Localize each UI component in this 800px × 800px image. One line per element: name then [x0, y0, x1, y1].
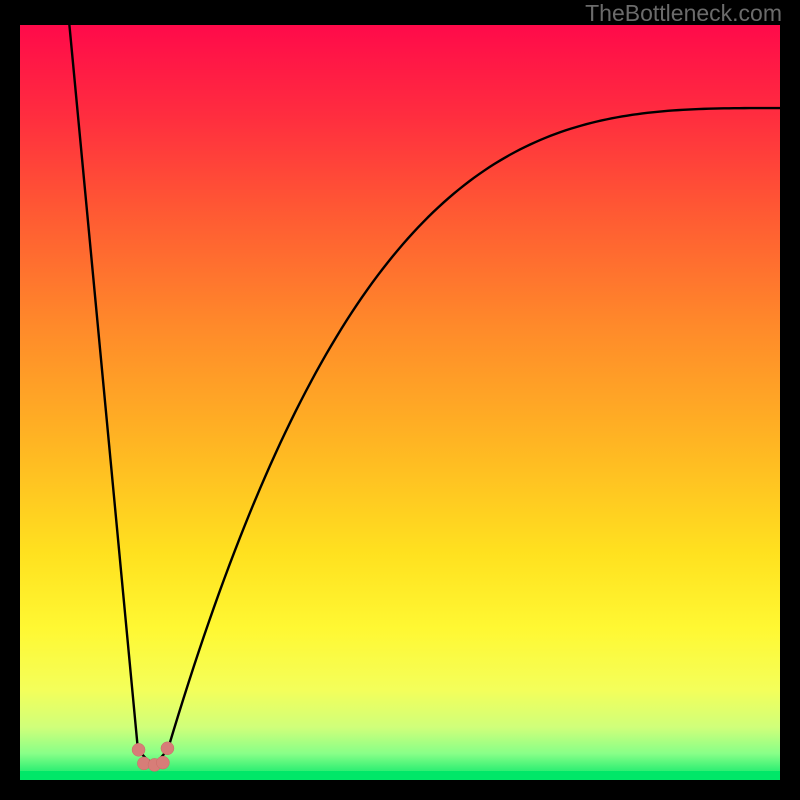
valley-marker [156, 756, 169, 769]
watermark-text: TheBottleneck.com [585, 0, 782, 27]
valley-marker [132, 743, 145, 756]
chart-frame: TheBottleneck.com [0, 0, 800, 800]
curve-layer [20, 25, 780, 780]
valley-marker [161, 742, 174, 755]
valley-markers [132, 742, 174, 772]
bottleneck-curve [69, 25, 780, 762]
plot-area [20, 25, 780, 780]
